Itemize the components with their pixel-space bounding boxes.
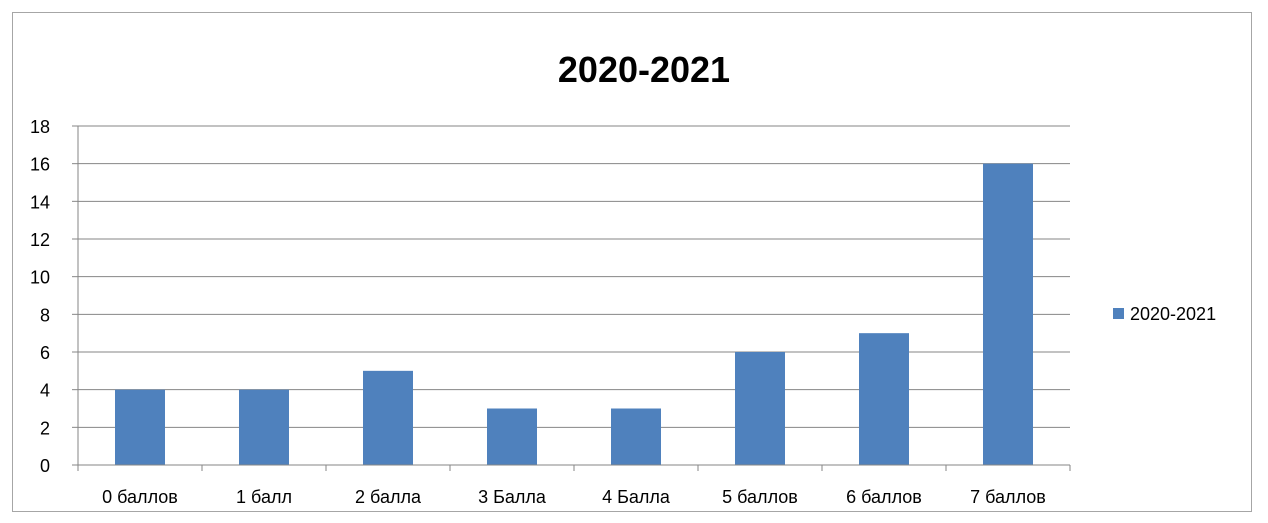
y-tick-label: 16 bbox=[30, 155, 50, 175]
x-category-label: 0 баллов bbox=[102, 487, 178, 507]
bar bbox=[115, 389, 165, 465]
y-tick-label: 6 bbox=[40, 343, 50, 363]
x-category-label: 1 балл bbox=[236, 487, 292, 507]
legend-swatch bbox=[1113, 308, 1124, 319]
y-tick-label: 18 bbox=[30, 117, 50, 137]
gridlines bbox=[78, 125, 1070, 428]
y-tick-label: 0 bbox=[40, 456, 50, 476]
x-category-label: 4 Балла bbox=[602, 487, 671, 507]
y-tick-label: 4 bbox=[40, 381, 50, 401]
x-category-label: 6 баллов bbox=[846, 487, 922, 507]
bars bbox=[115, 163, 1033, 465]
bar bbox=[735, 352, 785, 465]
legend-label: 2020-2021 bbox=[1130, 304, 1216, 324]
x-category-label: 3 Балла bbox=[478, 487, 547, 507]
y-tick-labels: 0 2 4 6 8 10 12 14 16 18 bbox=[30, 117, 50, 476]
legend: 2020-2021 bbox=[1113, 304, 1216, 324]
x-category-label: 2 балла bbox=[355, 487, 422, 507]
axes bbox=[72, 125, 1071, 471]
bar bbox=[363, 370, 413, 465]
bar bbox=[239, 389, 289, 465]
x-category-label: 5 баллов bbox=[722, 487, 798, 507]
y-tick-label: 14 bbox=[30, 192, 50, 212]
y-tick-label: 12 bbox=[30, 230, 50, 250]
y-tick-label: 10 bbox=[30, 268, 50, 288]
bar bbox=[487, 408, 537, 465]
bar bbox=[859, 333, 909, 465]
chart-title: 2020-2021 bbox=[558, 49, 730, 90]
x-category-label: 7 баллов bbox=[970, 487, 1046, 507]
bar bbox=[983, 163, 1033, 465]
y-tick-label: 8 bbox=[40, 305, 50, 325]
y-tick-label: 2 bbox=[40, 418, 50, 438]
bar bbox=[611, 408, 661, 465]
x-category-labels: 0 баллов 1 балл 2 балла 3 Балла 4 Балла 5 бал… bbox=[102, 487, 1046, 507]
